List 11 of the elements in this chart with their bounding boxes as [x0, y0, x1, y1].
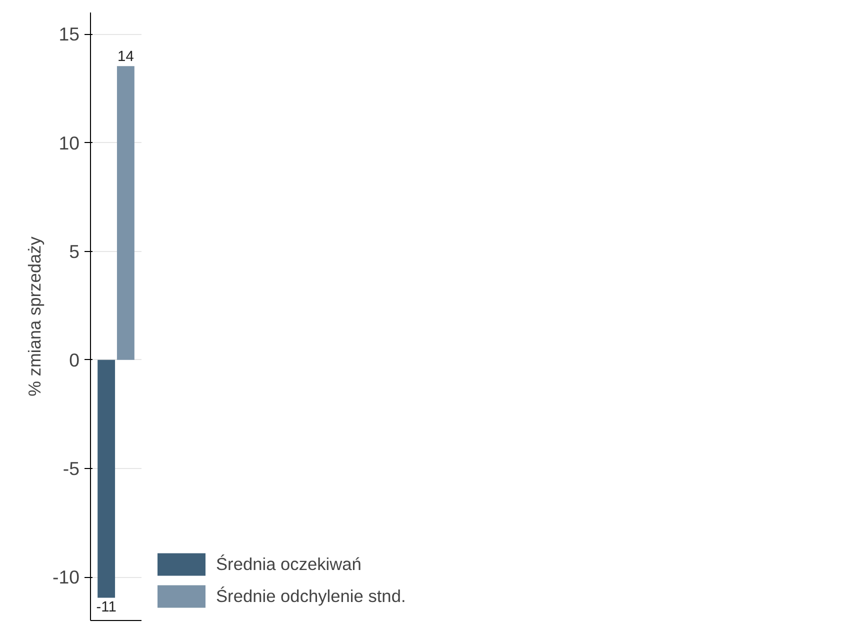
- legend-label: Średnie odchylenie stnd.: [216, 586, 406, 606]
- data-label: -11: [96, 600, 116, 616]
- data-label: 14: [118, 49, 134, 66]
- y-axis-title: % zmiana sprzedaży: [24, 236, 45, 396]
- y-tick-label: 10: [58, 132, 80, 154]
- legend-label: Średnia oczekiwań: [216, 554, 362, 574]
- y-tick-label: -10: [52, 566, 80, 588]
- y-tick-label: 0: [69, 349, 80, 370]
- y-tick-label: 15: [58, 24, 80, 45]
- y-tick-label: 5: [69, 240, 80, 262]
- y-tick-label: -5: [62, 458, 80, 479]
